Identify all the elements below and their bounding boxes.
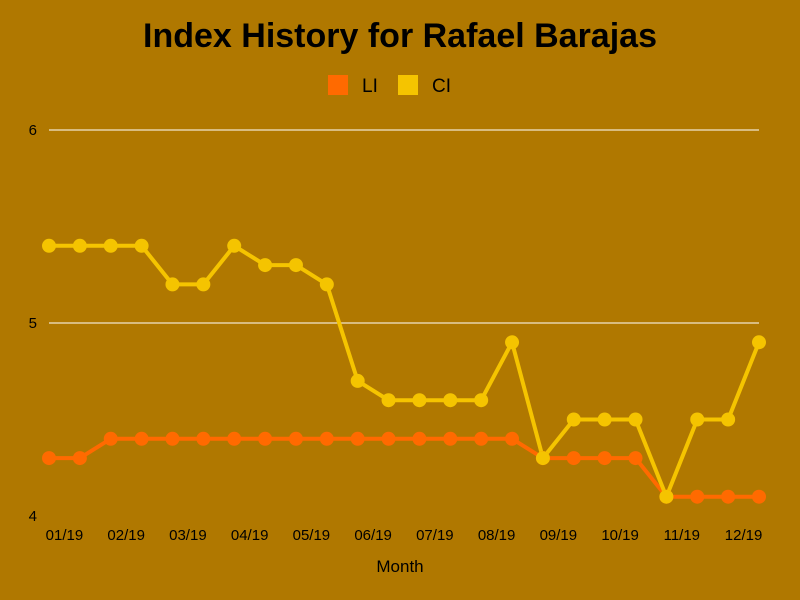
data-point-ci bbox=[690, 412, 705, 427]
y-tick-label: 5 bbox=[29, 315, 37, 332]
data-point-li bbox=[72, 451, 87, 466]
data-point-li bbox=[288, 431, 303, 446]
x-tick-label: 01/19 bbox=[46, 527, 84, 544]
data-point-li bbox=[412, 431, 427, 446]
data-point-li bbox=[258, 431, 273, 446]
legend-label-li: LI bbox=[362, 76, 378, 97]
x-tick-label: 05/19 bbox=[293, 527, 331, 544]
data-point-ci bbox=[72, 238, 87, 253]
chart-title: Index History for Rafael Barajas bbox=[143, 17, 657, 55]
data-point-li bbox=[165, 431, 180, 446]
data-point-ci bbox=[535, 451, 550, 466]
data-point-ci bbox=[566, 412, 581, 427]
y-axis-ticks: 4 5 6 bbox=[29, 122, 37, 525]
data-point-li bbox=[690, 489, 705, 504]
data-point-li bbox=[103, 431, 118, 446]
data-point-ci bbox=[227, 238, 242, 253]
y-tick-label: 4 bbox=[29, 508, 37, 525]
data-point-ci bbox=[134, 238, 149, 253]
data-point-li bbox=[721, 489, 736, 504]
data-point-ci bbox=[721, 412, 736, 427]
data-point-li bbox=[319, 431, 334, 446]
x-tick-label: 04/19 bbox=[231, 527, 269, 544]
data-point-ci bbox=[659, 489, 674, 504]
legend: LI CI bbox=[328, 75, 451, 97]
x-tick-label: 11/19 bbox=[664, 527, 700, 544]
data-point-li bbox=[443, 431, 458, 446]
data-point-ci bbox=[319, 277, 334, 292]
y-tick-label: 6 bbox=[29, 122, 37, 139]
legend-label-ci: CI bbox=[432, 76, 451, 97]
data-point-li bbox=[134, 431, 149, 446]
data-point-li bbox=[381, 431, 396, 446]
data-point-li bbox=[505, 431, 520, 446]
data-point-ci bbox=[103, 238, 118, 253]
data-point-ci bbox=[350, 373, 365, 388]
data-point-li bbox=[196, 431, 211, 446]
x-tick-label: 08/19 bbox=[478, 527, 516, 544]
x-tick-label: 12/19 bbox=[725, 527, 763, 544]
data-point-ci bbox=[381, 393, 396, 408]
x-tick-label: 06/19 bbox=[354, 527, 392, 544]
data-point-li bbox=[350, 431, 365, 446]
data-point-ci bbox=[752, 335, 766, 350]
data-point-ci bbox=[165, 277, 180, 292]
data-point-ci bbox=[258, 258, 273, 273]
x-tick-label: 02/19 bbox=[107, 527, 145, 544]
series-line-li bbox=[47, 436, 761, 499]
data-point-li bbox=[628, 451, 643, 466]
x-axis-ticks: 01/19 02/19 03/19 04/19 05/19 06/19 07/19 08/19… bbox=[46, 527, 763, 544]
legend-swatch-li bbox=[328, 75, 348, 95]
data-point-ci bbox=[628, 412, 643, 427]
x-tick-label: 07/19 bbox=[416, 527, 454, 544]
data-point-ci bbox=[412, 393, 427, 408]
data-point-li bbox=[42, 451, 56, 466]
data-point-ci bbox=[288, 258, 303, 273]
series-line-ci bbox=[47, 243, 761, 499]
x-tick-label: 09/19 bbox=[540, 527, 578, 544]
data-point-li bbox=[227, 431, 242, 446]
data-point-li bbox=[597, 451, 612, 466]
legend-swatch-ci bbox=[398, 75, 418, 95]
data-point-li bbox=[752, 489, 766, 504]
series-group bbox=[42, 238, 766, 504]
x-tick-label: 10/19 bbox=[601, 527, 639, 544]
x-axis-label: Month bbox=[376, 557, 423, 576]
data-point-li bbox=[566, 451, 581, 466]
data-point-ci bbox=[474, 393, 489, 408]
data-point-ci bbox=[597, 412, 612, 427]
data-point-ci bbox=[42, 238, 56, 253]
data-point-ci bbox=[505, 335, 520, 350]
x-tick-label: 03/19 bbox=[169, 527, 207, 544]
data-point-ci bbox=[443, 393, 458, 408]
data-point-ci bbox=[196, 277, 211, 292]
data-point-li bbox=[474, 431, 489, 446]
gridlines bbox=[49, 129, 759, 324]
